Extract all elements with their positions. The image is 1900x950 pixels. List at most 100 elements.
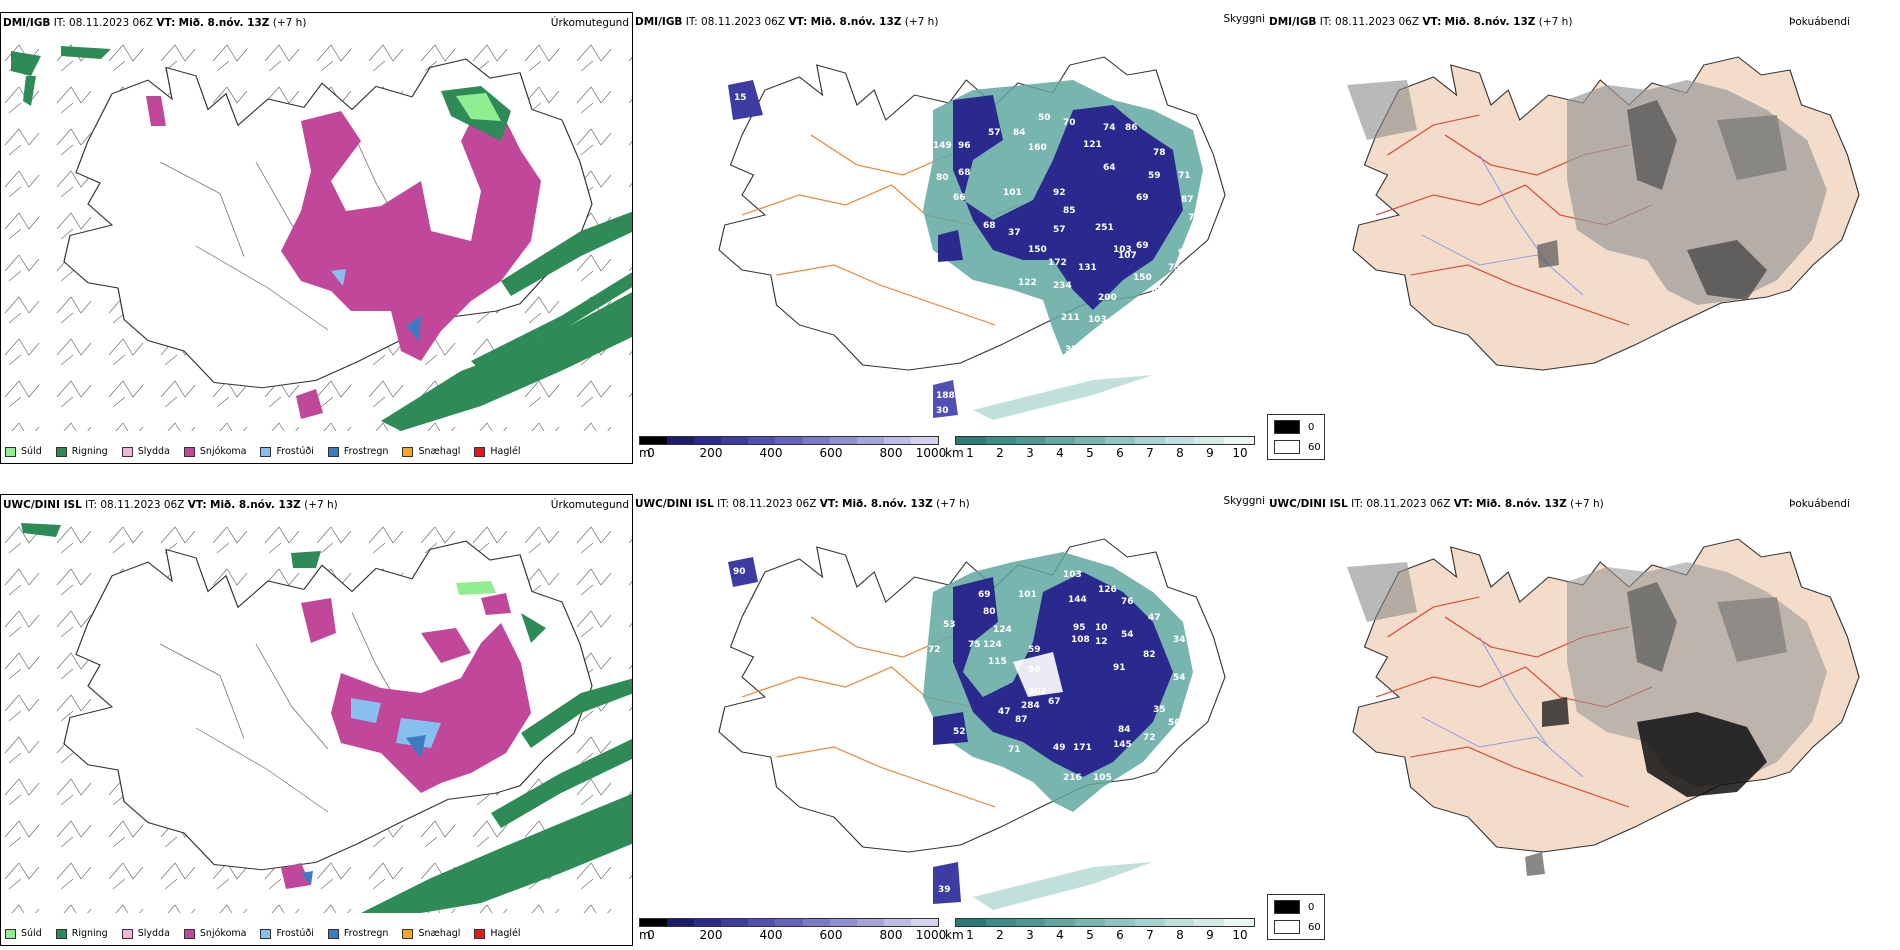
legend-item: Súld bbox=[5, 928, 42, 939]
svg-text:34: 34 bbox=[1173, 635, 1186, 645]
svg-text:103: 103 bbox=[1113, 245, 1132, 255]
panel-title: Skyggni bbox=[1223, 495, 1266, 507]
svg-text:90: 90 bbox=[1028, 665, 1041, 675]
low-visibility-area bbox=[728, 552, 1193, 910]
svg-text:95: 95 bbox=[1073, 623, 1086, 633]
svg-text:37: 37 bbox=[1065, 345, 1078, 355]
svg-text:59: 59 bbox=[1148, 171, 1161, 181]
svg-text:82: 82 bbox=[1143, 650, 1156, 660]
panel-header: UWC/DINI ISL IT: 08.11.2023 06Z VT: Mið.… bbox=[635, 498, 970, 510]
svg-text:284: 284 bbox=[1021, 701, 1040, 711]
svg-text:37: 37 bbox=[1008, 228, 1021, 238]
svg-text:76: 76 bbox=[1121, 597, 1134, 607]
svg-text:121: 121 bbox=[1083, 140, 1102, 150]
svg-text:124: 124 bbox=[983, 640, 1002, 650]
fog-panel-1: DMI/IGB IT: 08.11.2023 06Z VT: Mið. 8.nó… bbox=[1267, 12, 1900, 464]
svg-text:70: 70 bbox=[1063, 118, 1076, 128]
svg-text:251: 251 bbox=[1095, 223, 1114, 233]
svg-text:15: 15 bbox=[734, 93, 747, 103]
panel-header: DMI/IGB IT: 08.11.2023 06Z VT: Mið. 8.nó… bbox=[3, 17, 307, 29]
fog-shading bbox=[1347, 562, 1827, 876]
svg-text:69: 69 bbox=[1136, 193, 1149, 203]
precip-type-panel-1: DMI/IGB IT: 08.11.2023 06Z VT: Mið. 8.nó… bbox=[0, 12, 633, 464]
visibility-km-colorbar: km 1 2 3 4 5 6 7 8 9 10 bbox=[945, 918, 1255, 942]
legend-item: Slydda bbox=[121, 446, 170, 457]
svg-text:103: 103 bbox=[1063, 570, 1082, 580]
svg-text:85: 85 bbox=[743, 158, 756, 168]
svg-text:91: 91 bbox=[1113, 663, 1126, 673]
legend-item: Frostúði bbox=[260, 446, 314, 457]
svg-text:122: 122 bbox=[1018, 278, 1037, 288]
fog-panel-2: UWC/DINI ISL IT: 08.11.2023 06Z VT: Mið.… bbox=[1267, 494, 1900, 946]
svg-text:92: 92 bbox=[1053, 188, 1066, 198]
svg-text:302: 302 bbox=[1028, 687, 1047, 697]
svg-text:86: 86 bbox=[1125, 123, 1138, 133]
svg-text:10: 10 bbox=[1095, 623, 1108, 633]
svg-text:52: 52 bbox=[953, 727, 966, 737]
svg-text:200: 200 bbox=[1098, 293, 1117, 303]
cbar-unit: m bbox=[639, 446, 651, 460]
svg-text:68: 68 bbox=[958, 168, 971, 178]
svg-text:31: 31 bbox=[728, 133, 741, 143]
svg-text:8: 8 bbox=[731, 615, 737, 625]
legend-item: Snæhagl bbox=[402, 446, 460, 457]
svg-text:47: 47 bbox=[998, 707, 1011, 717]
legend-item: Snjókoma bbox=[183, 928, 246, 939]
legend-item: Súld bbox=[5, 446, 42, 457]
svg-text:64: 64 bbox=[1103, 163, 1116, 173]
svg-text:107: 107 bbox=[1118, 251, 1137, 261]
panel-title: Skyggni bbox=[1223, 13, 1266, 25]
cbar-unit: m bbox=[639, 928, 651, 942]
svg-text:74: 74 bbox=[1103, 123, 1116, 133]
precip-type-panel-2: UWC/DINI ISL IT: 08.11.2023 06Z VT: Mið.… bbox=[0, 494, 633, 946]
svg-text:172: 172 bbox=[1048, 258, 1067, 268]
legend-item: Frostregn bbox=[327, 446, 388, 457]
svg-text:72: 72 bbox=[928, 645, 941, 655]
rain-area bbox=[11, 46, 632, 431]
svg-text:71: 71 bbox=[1008, 745, 1021, 755]
svg-text:87: 87 bbox=[1015, 715, 1028, 725]
visibility-m-colorbar: m 0 200 400 600 800 1000 bbox=[639, 436, 946, 460]
rain-area bbox=[21, 523, 632, 913]
fog-legend: 0 60 bbox=[1267, 414, 1325, 460]
fog-map bbox=[1347, 56, 1860, 371]
svg-text:71: 71 bbox=[1178, 171, 1191, 181]
svg-text:54: 54 bbox=[1173, 673, 1186, 683]
fog-map bbox=[1347, 538, 1860, 876]
svg-text:39: 39 bbox=[938, 885, 951, 895]
svg-text:30: 30 bbox=[936, 406, 949, 416]
svg-text:78: 78 bbox=[1153, 148, 1166, 158]
svg-text:144: 144 bbox=[1068, 595, 1087, 605]
svg-text:85: 85 bbox=[1063, 206, 1076, 216]
panel-title: Þokuábendi bbox=[1789, 498, 1850, 510]
visibility-panel-2: UWC/DINI ISL IT: 08.11.2023 06Z VT: Mið.… bbox=[633, 494, 1267, 946]
visibility-panel-1: DMI/IGB IT: 08.11.2023 06Z VT: Mið. 8.nó… bbox=[633, 12, 1267, 464]
svg-text:57: 57 bbox=[1053, 225, 1066, 235]
cbar-unit: km bbox=[945, 928, 964, 942]
panel-header: DMI/IGB IT: 08.11.2023 06Z VT: Mið. 8.nó… bbox=[635, 16, 939, 28]
panel-title: Úrkomutegund bbox=[550, 499, 629, 511]
panel-header: DMI/IGB IT: 08.11.2023 06Z VT: Mið. 8.nó… bbox=[1269, 16, 1573, 28]
precip-type-legend: Súld Rigning Slydda Snjókoma Frostúði Fr… bbox=[5, 928, 521, 939]
legend-item: Snæhagl bbox=[402, 928, 460, 939]
svg-text:160: 160 bbox=[1028, 143, 1047, 153]
svg-text:101: 101 bbox=[1003, 188, 1022, 198]
svg-text:54: 54 bbox=[1121, 630, 1134, 640]
legend-item: Haglél bbox=[474, 446, 521, 457]
legend-item: Frostregn bbox=[327, 928, 388, 939]
precip-type-map bbox=[1, 31, 632, 431]
svg-text:188: 188 bbox=[936, 391, 955, 401]
fog-legend: 0 60 bbox=[1267, 894, 1325, 940]
visibility-map: 15 31 85 96 149 80 68 66 57 84 50 160 70… bbox=[718, 56, 1226, 420]
svg-text:84: 84 bbox=[1013, 128, 1026, 138]
svg-text:69: 69 bbox=[978, 590, 991, 600]
svg-text:35: 35 bbox=[1153, 705, 1166, 715]
svg-text:75: 75 bbox=[968, 640, 981, 650]
panel-header: UWC/DINI ISL IT: 08.11.2023 06Z VT: Mið.… bbox=[1269, 498, 1604, 510]
svg-text:59: 59 bbox=[1028, 645, 1041, 655]
svg-text:124: 124 bbox=[993, 625, 1012, 635]
svg-text:68: 68 bbox=[983, 221, 996, 231]
svg-text:69: 69 bbox=[1138, 308, 1151, 318]
fog-shading bbox=[1347, 80, 1827, 305]
svg-text:53: 53 bbox=[943, 620, 956, 630]
